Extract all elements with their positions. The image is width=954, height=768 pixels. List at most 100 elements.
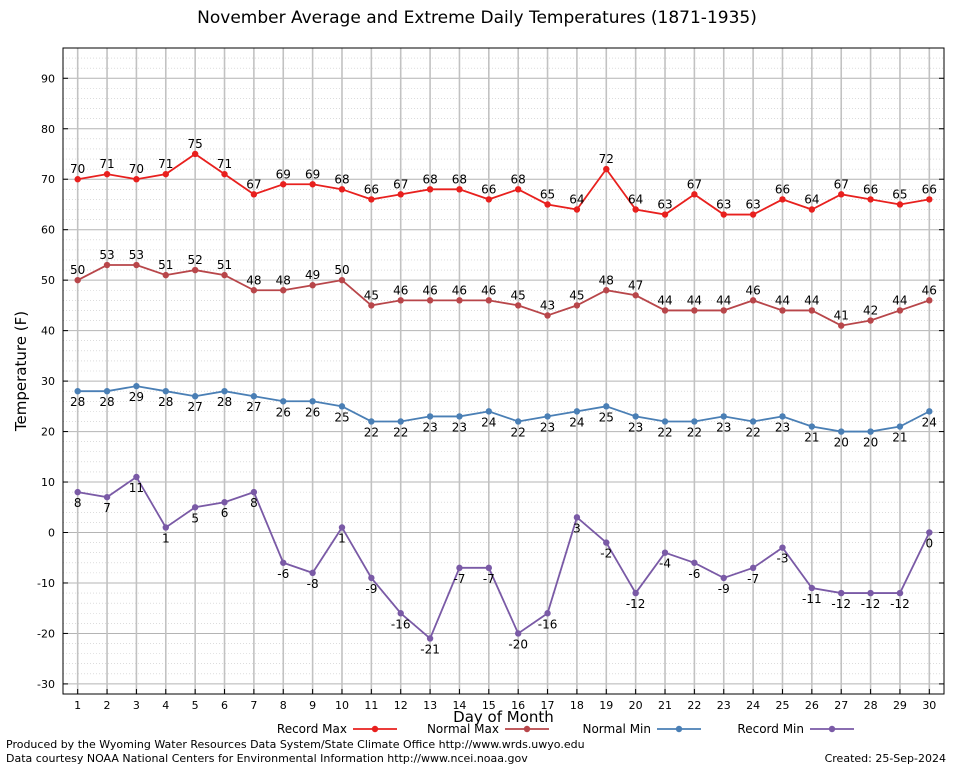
normal-max-point [162,271,169,279]
record-max-data-label: 65 [540,187,555,201]
record-min-point [338,524,346,531]
record-min-data-label: -9 [718,582,730,596]
x-tick-label: 9 [309,699,316,712]
normal-min-point [632,413,639,420]
normal-max-data-label: 44 [775,293,790,307]
record-min-point [514,630,522,637]
record-max-data-label: 67 [687,177,702,191]
x-tick-label: 29 [893,699,907,712]
record-min-point [544,610,551,617]
legend-label-record-max: Record Max [277,722,347,736]
x-tick-label: 13 [423,699,437,712]
record-min-data-label: 8 [74,496,82,510]
record-min-point [280,559,287,566]
record-min-point [103,493,111,501]
normal-min-data-label: 22 [364,425,379,439]
record-max-point [485,196,493,203]
normal-min-data-label: 20 [863,436,878,450]
record-max-data-label: 69 [305,167,320,181]
normal-max-point [280,287,287,294]
record-min-point [661,549,669,556]
y-tick-label: 0 [48,527,55,540]
x-tick-label: 27 [834,699,848,712]
record-max-data-label: 64 [628,193,643,207]
x-tick-label: 6 [221,699,228,712]
x-axis-label: Day of Month [453,708,554,726]
normal-min-data-label: 26 [305,405,320,419]
normal-min-point [838,428,845,435]
record-max-data-label: 63 [745,198,760,212]
legend-marker-record-max [371,725,379,733]
normal-max-data-label: 44 [892,293,907,307]
normal-min-point [456,413,463,420]
normal-max-data-label: 46 [922,283,937,297]
record-min-data-label: -7 [453,572,465,586]
legend-label-record-min: Record Min [737,722,804,736]
record-max-point [162,170,169,178]
record-max-point [720,211,727,218]
normal-max-data-label: 42 [863,304,878,318]
record-min-data-label: -12 [861,597,881,611]
record-max-data-label: 69 [276,167,291,181]
record-max-data-label: 63 [716,198,731,212]
record-min-data-label: -21 [420,642,440,656]
normal-max-data-label: 50 [334,263,349,277]
x-tick-label: 26 [805,699,819,712]
x-tick-label: 24 [746,699,760,712]
normal-min-point [309,398,316,405]
normal-min-point [926,408,933,415]
x-tick-label: 2 [104,699,111,712]
normal-max-data-label: 46 [393,283,408,297]
x-tick-label: 12 [394,699,408,712]
normal-max-data-label: 44 [657,293,672,307]
record-max-point [926,196,933,203]
record-max-point [368,196,375,203]
legend-marker-normal-max [523,725,531,733]
normal-min-data-label: 22 [745,425,760,439]
record-min-point [838,589,845,597]
record-min-data-label: -6 [277,567,289,581]
normal-max-data-label: 52 [188,253,203,267]
record-max-point [632,206,639,213]
record-max-data-label: 72 [599,152,614,166]
normal-max-data-label: 45 [364,288,379,302]
record-max-point [309,181,316,188]
record-max-point [280,181,287,188]
normal-max-point [749,297,757,304]
normal-min-point [221,387,228,395]
y-tick-label: 10 [41,476,55,489]
normal-min-data-label: 28 [158,395,173,409]
record-max-data-label: 71 [99,157,114,171]
normal-max-point [808,307,816,314]
record-max-point [691,191,698,198]
normal-min-data-label: 27 [188,400,203,414]
normal-max-point [309,282,316,289]
normal-max-data-label: 48 [276,273,291,287]
record-min-data-label: -12 [626,597,646,611]
normal-min-data-label: 24 [922,415,937,429]
normal-min-data-label: 23 [775,420,790,434]
x-tick-label: 15 [482,699,496,712]
normal-min-point [544,413,551,420]
normal-max-point [397,297,404,304]
x-tick-label: 8 [280,699,287,712]
record-min-data-label: 1 [162,531,170,545]
normal-max-data-label: 44 [716,293,731,307]
normal-max-data-label: 45 [511,288,526,302]
record-min-data-label: 3 [573,521,581,535]
record-min-point [221,499,228,506]
normal-max-point [514,302,522,309]
normal-min-data-label: 23 [628,420,643,434]
normal-min-point [368,418,375,425]
record-min-point [133,473,140,481]
x-tick-label: 25 [775,699,789,712]
record-max-point [103,170,111,178]
record-max-point [426,186,434,193]
record-min-point [867,589,874,597]
legend-marker-normal-min [675,725,683,733]
normal-min-point [691,418,698,425]
normal-max-data-label: 45 [569,288,584,302]
normal-min-point [397,418,404,425]
record-max-data-label: 63 [657,198,672,212]
record-min-data-label: 1 [338,531,346,545]
